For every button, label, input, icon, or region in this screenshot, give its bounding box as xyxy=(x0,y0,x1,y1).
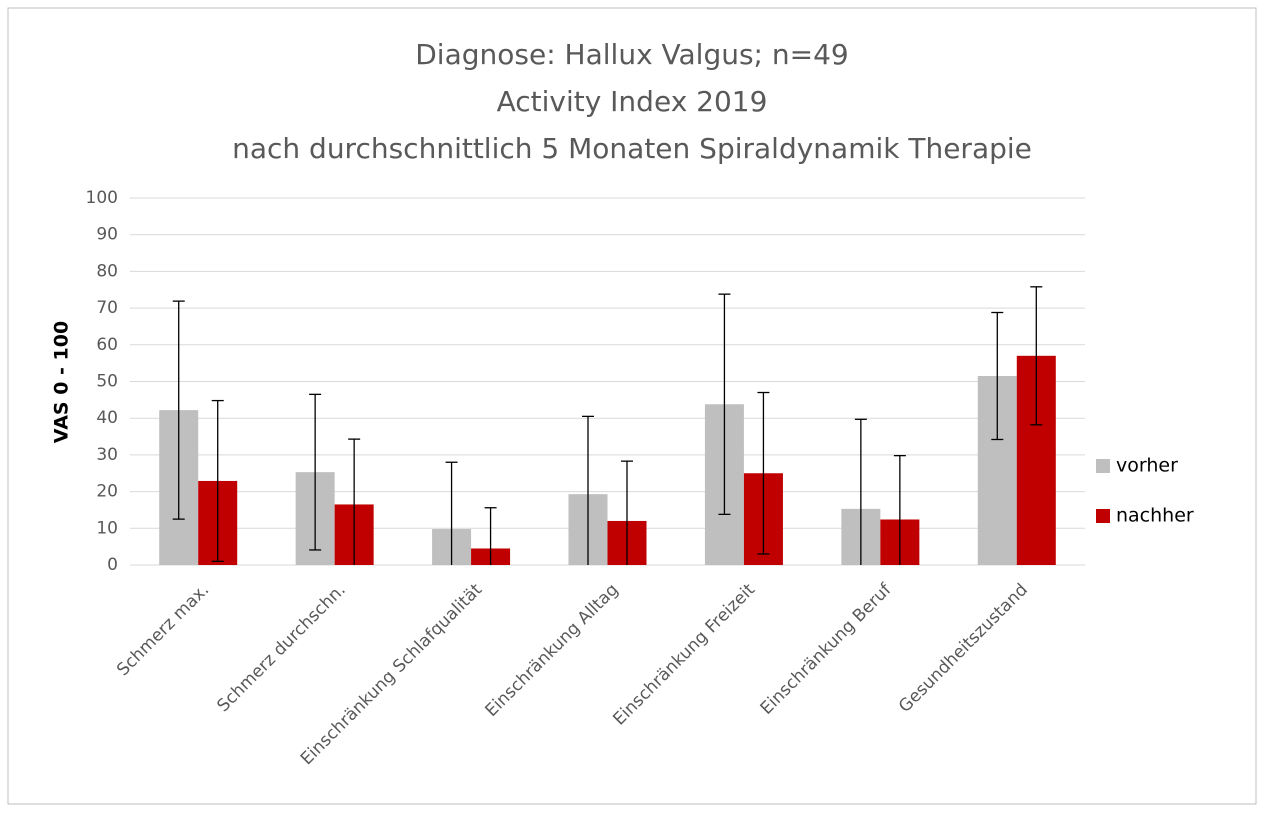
y-tick-label: 50 xyxy=(96,372,118,392)
legend-swatch xyxy=(1096,509,1110,523)
chart-border xyxy=(7,7,1257,805)
y-tick-label: 30 xyxy=(96,445,118,465)
chart-title: Diagnose: Hallux Valgus; n=49 xyxy=(415,38,848,71)
chart-title: Activity Index 2019 xyxy=(497,85,768,118)
y-tick-label: 90 xyxy=(96,225,118,245)
legend-label: vorher xyxy=(1116,455,1178,477)
legend-swatch xyxy=(1096,459,1110,473)
y-tick-label: 70 xyxy=(96,298,118,318)
chart-title: nach durchschnittlich 5 Monaten Spiraldy… xyxy=(232,132,1032,165)
y-tick-label: 40 xyxy=(96,408,118,428)
y-tick-label: 60 xyxy=(96,335,118,355)
y-tick-label: 0 xyxy=(107,555,118,575)
y-tick-label: 100 xyxy=(86,188,118,208)
y-tick-label: 80 xyxy=(96,261,118,281)
legend-label: nachher xyxy=(1116,505,1194,527)
y-tick-label: 10 xyxy=(96,518,118,538)
y-tick-label: 20 xyxy=(96,482,118,502)
y-axis-label: VAS 0 - 100 xyxy=(51,321,73,443)
